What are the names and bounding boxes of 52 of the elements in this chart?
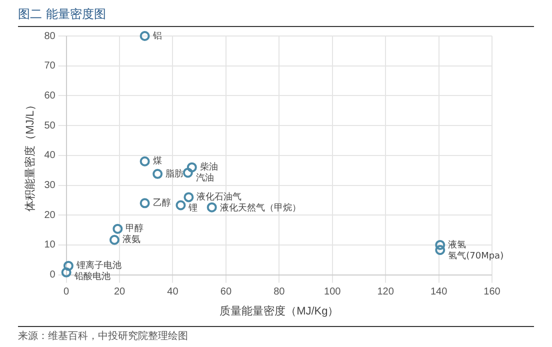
x-tick-label: 20 bbox=[114, 286, 126, 298]
point bbox=[109, 234, 120, 245]
y-axis-title: 体积能量密度（MJ/L） bbox=[24, 99, 37, 212]
y-tick-label: 10 bbox=[44, 240, 56, 251]
annotation: 柴油 bbox=[200, 162, 218, 173]
x-tick-label: 40 bbox=[167, 286, 179, 298]
x-axis-title: 质量能量密度（MJ/Kg） bbox=[220, 304, 339, 318]
annotation: 氢气(70Mpa) bbox=[448, 250, 504, 262]
annotation: 铝 bbox=[152, 30, 162, 42]
point bbox=[152, 168, 163, 179]
annotation: 液化石油气 bbox=[196, 192, 242, 203]
point bbox=[140, 198, 150, 208]
x-tick-label: 160 bbox=[484, 286, 501, 298]
y-tick-label: 40 bbox=[44, 150, 56, 162]
x-tick-label: 120 bbox=[377, 286, 394, 298]
annotation: 甲醇 bbox=[126, 223, 144, 234]
point bbox=[61, 267, 72, 278]
y-tick-label: 70 bbox=[44, 60, 56, 72]
annotation: 铅酸电池 bbox=[73, 271, 110, 282]
point bbox=[435, 245, 446, 256]
point bbox=[184, 192, 194, 202]
point bbox=[63, 260, 74, 271]
point bbox=[112, 224, 123, 234]
annotation: 煤 bbox=[152, 156, 162, 167]
point bbox=[206, 202, 217, 212]
point bbox=[140, 156, 150, 166]
point bbox=[182, 168, 193, 178]
x-tick-label: 140 bbox=[430, 286, 448, 298]
y-tick-label: 80 bbox=[44, 30, 56, 42]
x-tick-label: 0 bbox=[64, 286, 70, 298]
y-tick-label: 20 bbox=[44, 210, 56, 221]
chart-title: 图二 能量密度图 bbox=[18, 6, 534, 27]
y-tick-label: 50 bbox=[44, 120, 56, 132]
annotation: 液化天然气（甲烷） bbox=[220, 202, 301, 214]
x-tick-label: 100 bbox=[324, 286, 342, 298]
x-tick-label: 60 bbox=[220, 286, 232, 298]
annotation: 液氢 bbox=[448, 239, 466, 250]
source-note: 来源：维基百科，中投研究院整理绘图 bbox=[18, 326, 534, 343]
point bbox=[176, 200, 186, 210]
annotation: 乙醇 bbox=[152, 198, 171, 209]
annotation: 液氨 bbox=[122, 234, 140, 246]
annotation: 汽油 bbox=[196, 172, 214, 184]
point bbox=[140, 31, 150, 41]
point bbox=[435, 240, 446, 250]
annotation: 锂离子电池 bbox=[75, 260, 122, 272]
annotation: 脂肪 bbox=[166, 168, 184, 180]
y-tick-label: 60 bbox=[44, 90, 56, 102]
point bbox=[186, 162, 197, 172]
annotation: 锂 bbox=[188, 202, 198, 214]
y-tick-label: 30 bbox=[44, 180, 56, 191]
x-tick-label: 80 bbox=[274, 286, 286, 298]
y-tick-label: 0 bbox=[50, 270, 56, 281]
